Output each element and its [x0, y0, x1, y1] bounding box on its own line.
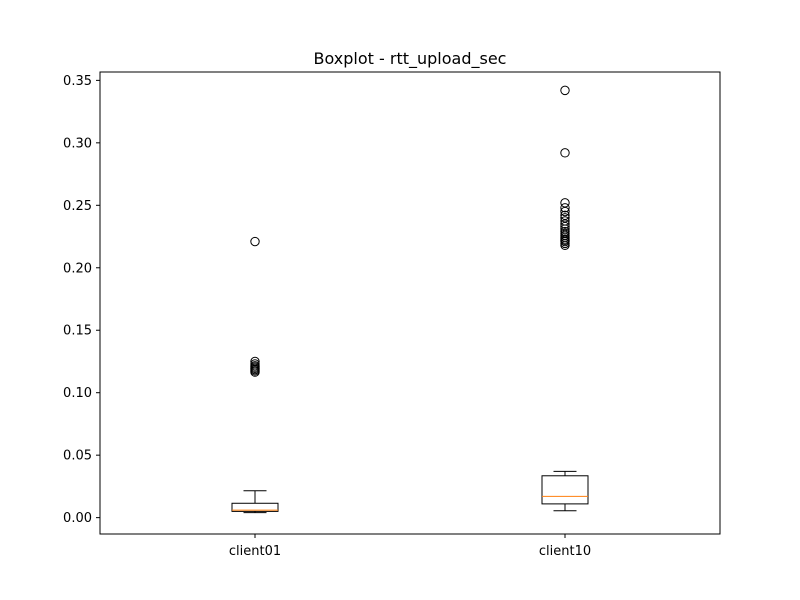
box [231, 502, 279, 512]
outlier-point [250, 236, 260, 247]
y-tick-label: 0.10 [63, 386, 92, 401]
y-tick-label: 0.30 [63, 136, 92, 151]
outlier-point [560, 213, 570, 223]
y-tick-label: 0.25 [63, 199, 92, 214]
outlier-point [560, 216, 570, 226]
box-group-client01 [231, 236, 279, 514]
outlier-point [250, 356, 260, 367]
outlier-point [560, 210, 570, 220]
outlier-point [560, 198, 570, 208]
box [541, 475, 589, 505]
y-tick-label: 0.05 [63, 449, 92, 464]
outlier-point [560, 85, 570, 96]
plot-area [99, 71, 721, 535]
x-tick-label: client01 [229, 544, 281, 559]
outlier-point [560, 226, 570, 237]
axes-frame [99, 71, 721, 535]
box-group-client10 [541, 85, 589, 512]
y-tick-label: 0.20 [63, 261, 92, 276]
x-tick-label: client10 [539, 544, 591, 559]
y-axis: 0.00 0.05 0.10 0.15 0.20 0.25 0.30 0.35 [63, 74, 100, 526]
outlier-point [560, 203, 570, 213]
chart-title: Boxplot - rtt_upload_sec [314, 49, 507, 69]
y-tick-label: 0.15 [63, 324, 92, 339]
y-tick-label: 0.00 [63, 511, 92, 526]
x-axis: client01 client10 [229, 534, 591, 559]
outlier-point [250, 359, 260, 369]
outlier-point [560, 148, 570, 158]
y-tick-label: 0.35 [63, 74, 92, 89]
